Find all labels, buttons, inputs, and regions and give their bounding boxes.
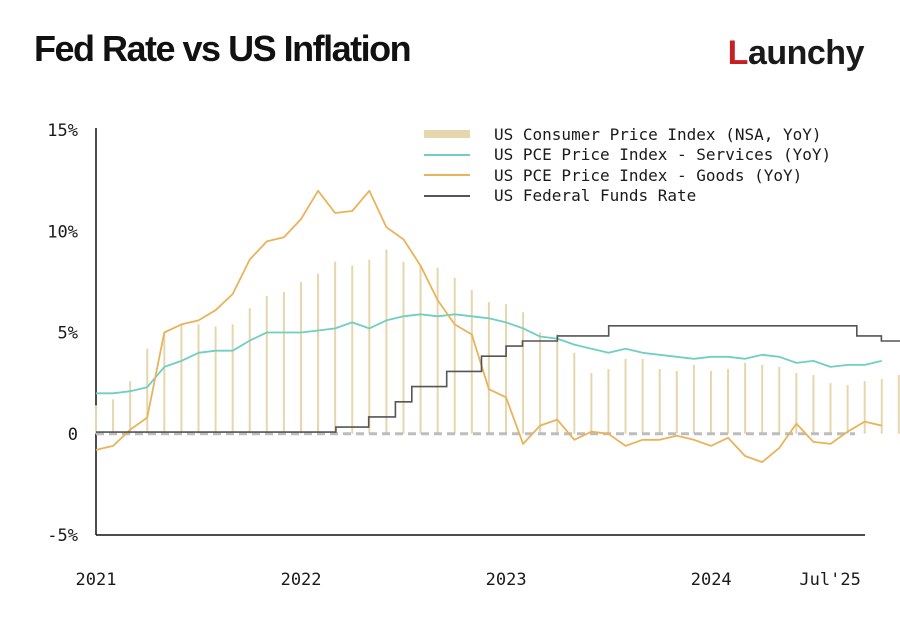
- legend-item-goods: US PCE Price Index - Goods (YoY): [424, 165, 831, 186]
- y-tick-label: 10%: [47, 222, 78, 242]
- y-tick-label: 0: [68, 425, 78, 445]
- services-line: [96, 313, 883, 395]
- brand-mark: L: [727, 34, 749, 72]
- legend-label-fed: US Federal Funds Rate: [494, 186, 697, 206]
- chart-legend: US Consumer Price Index (NSA, YoY) US PC…: [424, 124, 831, 206]
- x-tick-label: 2021: [76, 570, 117, 590]
- goods-line: [95, 189, 883, 464]
- legend-swatch-services: [424, 153, 470, 156]
- legend-swatch-fed: [424, 194, 470, 197]
- brand-logo: Launchy: [727, 34, 865, 73]
- legend-item-fed: US Federal Funds Rate: [424, 186, 831, 207]
- chart-title: Fed Rate vs US Inflation: [34, 28, 412, 69]
- x-tick-label: Jul'25: [799, 570, 860, 590]
- fed-funds-line: [96, 324, 900, 433]
- y-tick-label: 15%: [47, 121, 78, 141]
- y-tick-label: 5%: [58, 324, 78, 344]
- x-tick-label: 2024: [691, 570, 732, 590]
- x-tick-label: 2022: [281, 570, 322, 590]
- y-tick-label: -5%: [47, 526, 78, 546]
- legend-swatch-goods: [424, 174, 470, 177]
- brand-wordmark: aunchy: [747, 34, 865, 72]
- legend-item-cpi: US Consumer Price Index (NSA, YoY): [424, 124, 831, 145]
- legend-item-services: US PCE Price Index - Services (YoY): [424, 145, 831, 166]
- legend-label-cpi: US Consumer Price Index (NSA, YoY): [494, 124, 822, 144]
- legend-label-goods: US PCE Price Index - Goods (YoY): [494, 165, 803, 185]
- legend-label-services: US PCE Price Index - Services (YoY): [494, 145, 832, 165]
- x-tick-label: 2023: [486, 570, 527, 590]
- legend-swatch-cpi: [424, 130, 470, 139]
